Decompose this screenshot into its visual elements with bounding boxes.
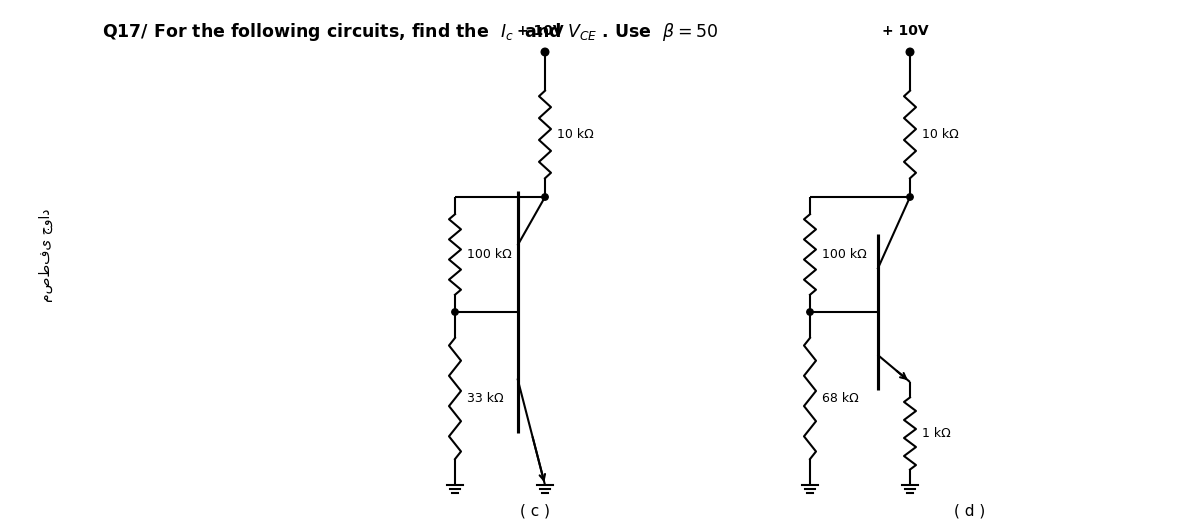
Text: Q17/ For the following circuits, find the  $I_c$  and $V_{CE}$ . Use  $\beta = 5: Q17/ For the following circuits, find th… [102, 21, 718, 43]
Text: 100 kΩ: 100 kΩ [467, 248, 511, 261]
Text: + 10V: + 10V [882, 24, 929, 38]
Text: + 10V: + 10V [517, 24, 563, 38]
Circle shape [906, 48, 914, 56]
Text: ( d ): ( d ) [954, 504, 985, 519]
Text: 10 kΩ: 10 kΩ [922, 128, 959, 141]
Text: 1 kΩ: 1 kΩ [922, 427, 950, 440]
Circle shape [806, 309, 814, 315]
Text: ( c ): ( c ) [520, 504, 550, 519]
Text: 10 kΩ: 10 kΩ [557, 128, 594, 141]
Circle shape [907, 194, 913, 200]
Text: مصطفی جواد: مصطفی جواد [38, 209, 53, 302]
Text: 68 kΩ: 68 kΩ [822, 392, 859, 405]
Text: 33 kΩ: 33 kΩ [467, 392, 504, 405]
Circle shape [541, 48, 548, 56]
Circle shape [452, 309, 458, 315]
Circle shape [542, 194, 548, 200]
Text: 100 kΩ: 100 kΩ [822, 248, 866, 261]
